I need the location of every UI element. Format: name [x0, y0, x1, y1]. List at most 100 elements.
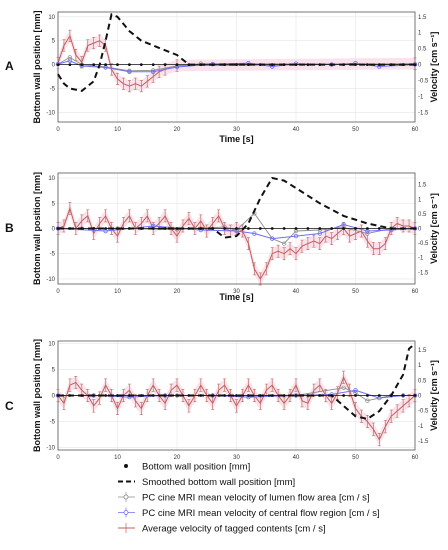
y-tick-label: -5: [50, 252, 56, 258]
legend-marker-lumen: [123, 494, 129, 500]
bottom-wall-point: [318, 227, 322, 230]
y2-tick-label: 0: [418, 394, 422, 400]
bottom-wall-point: [270, 227, 274, 230]
legend-label: Smoothed bottom wall position [mm]: [142, 477, 295, 488]
bottom-wall-point: [163, 394, 167, 397]
y2-tick-label: 1: [418, 363, 422, 369]
panel-label: B: [5, 221, 14, 235]
y-tick-label: 5: [52, 201, 56, 207]
legend-label: PC cine MRI mean velocity of central flo…: [142, 508, 380, 519]
x-tick-label: 20: [174, 127, 181, 133]
bottom-wall-point: [354, 227, 357, 230]
lumen-velocity-point: [281, 241, 287, 246]
bottom-wall-point: [80, 63, 84, 67]
bottom-wall-point: [354, 394, 357, 397]
legend-item: PC cine MRI mean velocity of lumen flow …: [118, 492, 370, 504]
x-tick-label: 60: [412, 455, 419, 461]
y-tick-label: 0: [52, 227, 56, 233]
bottom-wall-point: [92, 63, 96, 67]
central-velocity-line: [57, 223, 416, 240]
bottom-wall-point: [366, 63, 369, 67]
x-tick-label: 30: [233, 127, 240, 133]
x-tick-label: 40: [293, 455, 300, 461]
bottom-wall-point: [247, 63, 250, 67]
bottom-wall-point: [175, 63, 179, 67]
panel-b: 0 10 20 30 40 50 60 -10 -5 0 5 10 -1.5 -1 -0.5 0 0.5 1 1.5…: [5, 172, 439, 302]
bottom-wall-point: [342, 227, 345, 230]
bottom-wall-point: [56, 63, 60, 67]
bottom-wall-point: [235, 63, 238, 67]
legend-marker-central: [123, 510, 129, 515]
bottom-wall-point: [306, 227, 310, 230]
legend: Bottom wall position [mm] Smoothed bottom…: [118, 462, 380, 535]
bottom-wall-point: [377, 227, 381, 230]
y-tick-label: -5: [50, 87, 56, 93]
x-tick-label: 40: [293, 289, 300, 295]
legend-item: Average velocity of tagged contents [cm …: [118, 523, 326, 535]
central-velocity-point: [293, 233, 299, 239]
x-tick-label: 10: [114, 289, 121, 295]
bottom-wall-point: [366, 394, 369, 397]
bottom-wall-point: [116, 63, 119, 67]
y-tick-label: 5: [52, 368, 56, 374]
y2-axis-label: Velocity [cm s⁻¹]: [429, 32, 439, 103]
central-velocity-point: [341, 222, 346, 227]
legend-marker-bottom-wall: [124, 464, 128, 468]
central-velocity-point: [67, 58, 73, 63]
y-tick-label: -10: [46, 445, 55, 451]
bottom-wall-point: [306, 63, 310, 67]
y-axis-label: Bottom wall position [mm]: [32, 339, 42, 452]
y2-tick-label: 1: [418, 31, 422, 37]
x-tick-label: 60: [412, 289, 419, 295]
lumen-velocity-point: [341, 385, 346, 390]
x-tick-label: 0: [56, 455, 60, 461]
y-tick-label: 0: [52, 63, 56, 69]
bottom-wall-point: [342, 394, 345, 397]
panel-label: A: [5, 59, 14, 73]
legend-label: Average velocity of tagged contents [cm …: [142, 524, 326, 535]
y2-tick-label: 0.5: [418, 47, 427, 53]
panel-c: 0 10 20 30 40 50 60 -10 -5 0 5 10 -1.5 -1 -0.5 0 0.5 1 1.5…: [5, 339, 439, 461]
bottom-wall-point: [294, 394, 298, 397]
y2-tick-label: -1.5: [418, 270, 429, 276]
y2-tick-label: -0.5: [418, 79, 429, 85]
central-velocity-point: [252, 231, 257, 236]
y2-axis-label: Velocity [cm s⁻¹]: [429, 193, 439, 264]
bottom-wall-point: [163, 227, 167, 230]
bottom-wall-point: [163, 63, 167, 67]
lumen-velocity-point: [365, 398, 370, 403]
legend-item: Smoothed bottom wall position [mm]: [118, 477, 295, 488]
bottom-wall-point: [223, 227, 227, 230]
bottom-wall-point: [366, 227, 369, 230]
central-velocity-point: [270, 236, 275, 241]
y2-tick-label: -1.5: [418, 110, 429, 116]
bottom-wall-point: [175, 227, 179, 230]
bottom-wall-point: [151, 63, 155, 67]
smoothed-bottom-wall-line: [57, 13, 415, 92]
y2-tick-label: 0.5: [418, 378, 427, 384]
x-tick-label: 0: [56, 289, 60, 295]
y2-axis-label: Velocity [cm s⁻¹]: [429, 360, 439, 431]
x-tick-label: 60: [412, 127, 419, 133]
x-tick-label: 0: [56, 127, 60, 133]
bottom-wall-point: [258, 227, 262, 230]
x-tick-label: 10: [114, 455, 121, 461]
panel-label: C: [5, 399, 14, 413]
bottom-wall-point: [175, 394, 179, 397]
central-velocity-point: [150, 69, 156, 74]
x-tick-label: 40: [293, 127, 300, 133]
y-tick-label: 10: [48, 176, 55, 182]
y-tick-label: 10: [48, 15, 55, 21]
y-axis-label: Bottom wall position [mm]: [32, 11, 42, 124]
legend-label: PC cine MRI mean velocity of lumen flow …: [142, 493, 370, 504]
bottom-wall-point: [104, 394, 107, 397]
bottom-wall-point: [235, 227, 238, 230]
y2-tick-label: -0.5: [418, 241, 429, 247]
bottom-wall-point: [104, 227, 107, 230]
bottom-wall-point: [330, 227, 334, 230]
y-tick-label: 0: [52, 394, 56, 400]
x-tick-label: 30: [233, 289, 240, 295]
bottom-wall-point: [104, 63, 107, 67]
bottom-wall-point: [139, 63, 143, 67]
bottom-wall-point: [294, 227, 298, 230]
